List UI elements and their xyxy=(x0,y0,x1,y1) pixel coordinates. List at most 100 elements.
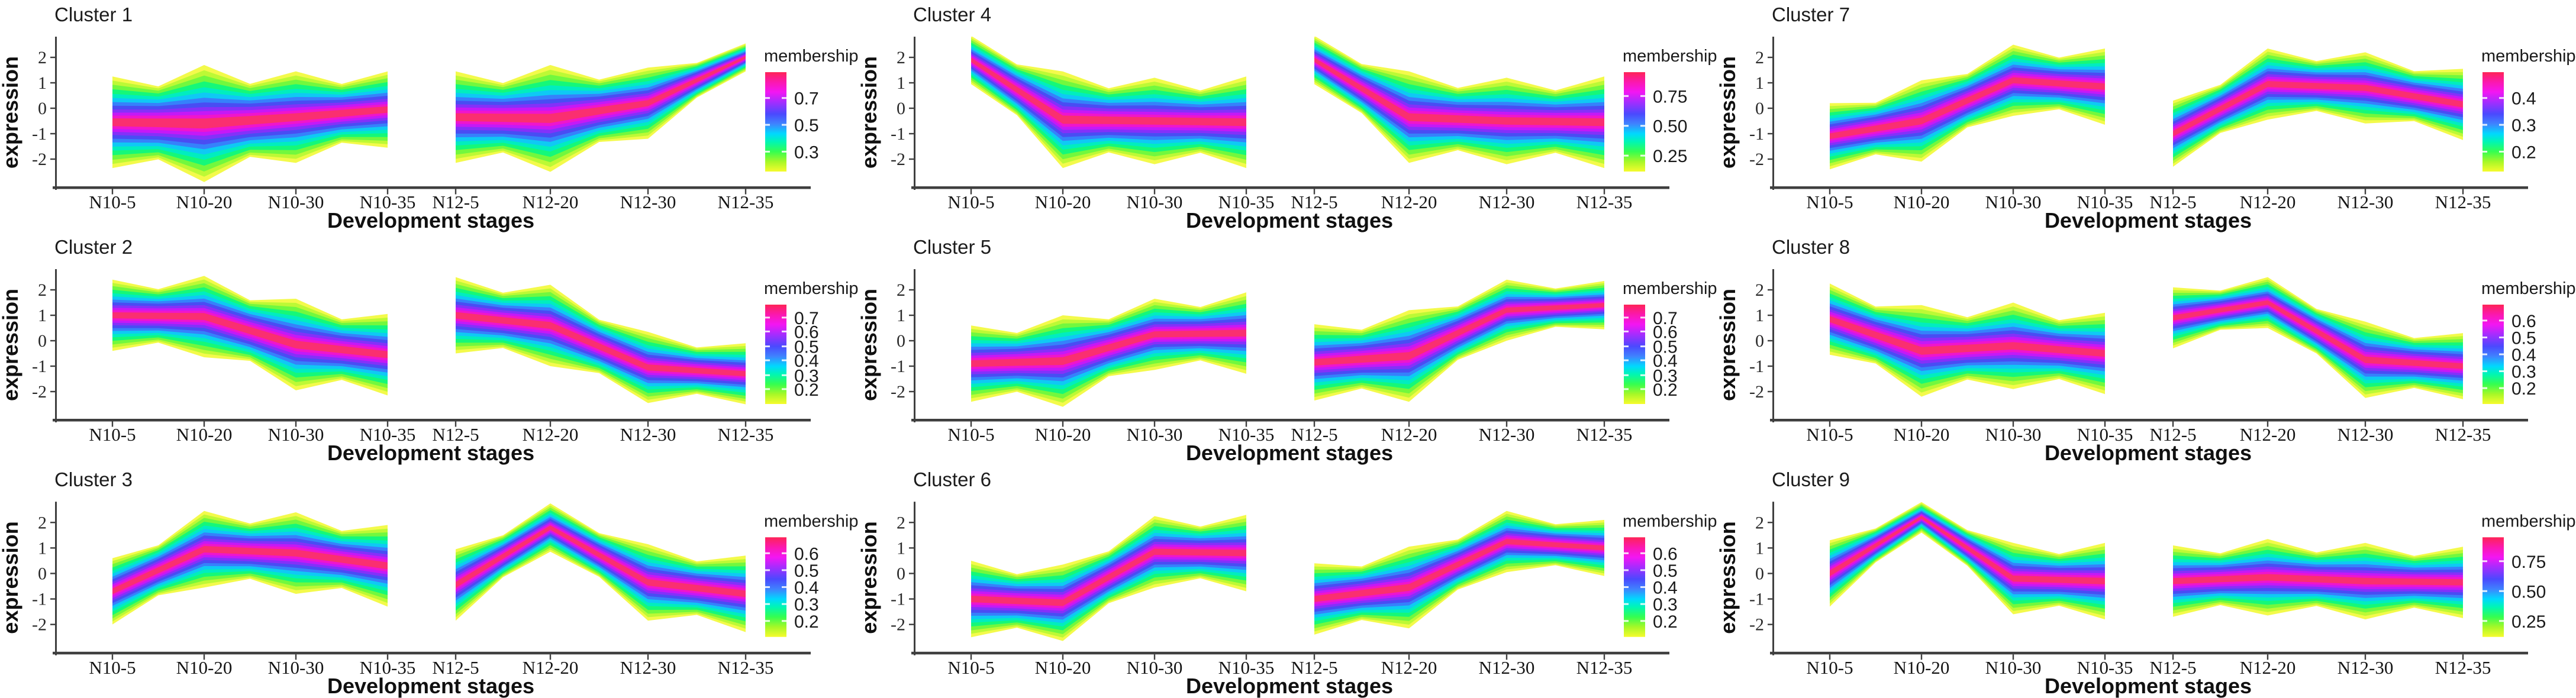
y-tick-label: 2 xyxy=(897,48,905,67)
legend-gradient-bar xyxy=(1624,305,1645,404)
legend-title: membership xyxy=(2481,512,2575,531)
y-tick-label: 1 xyxy=(897,73,905,93)
legend-tick-label: 0.5 xyxy=(794,116,819,135)
y-tick-label: -2 xyxy=(891,150,905,169)
legend-title: membership xyxy=(764,512,858,531)
y-tick-label: -1 xyxy=(1749,124,1764,144)
x-tick-label: N12-5 xyxy=(2149,424,2196,445)
y-tick-label: 0 xyxy=(1755,564,1764,583)
legend-tick-label: 0.2 xyxy=(794,612,819,632)
legend-tick-label: 0.25 xyxy=(1653,147,1687,166)
panel-cluster-7: 2 1 0 -1 -2 N10-5 N10-20 N10-30 N10-35 N12-5 N12-2… xyxy=(1717,0,2576,232)
y-axis-label: expression xyxy=(1717,289,1740,401)
y-tick-label: -2 xyxy=(32,150,47,169)
x-tick-label: N10-35 xyxy=(360,424,416,445)
cluster-plot-svg: 2 1 0 -1 -2 N10-5 N10-20 N10-30 N10-35 N12-5 N12-2… xyxy=(1717,469,2575,698)
y-tick-label: 1 xyxy=(38,538,47,558)
x-tick-label: N12-5 xyxy=(432,657,479,678)
y-tick-label: 1 xyxy=(897,306,905,325)
legend-title: membership xyxy=(1623,47,1717,66)
cluster-plot-svg: 2 1 0 -1 -2 N10-5 N10-20 N10-30 N10-35 N12-5 N12-2… xyxy=(859,469,1717,698)
y-tick-label: -1 xyxy=(891,357,905,376)
legend-tick-label: 0.75 xyxy=(1653,87,1687,106)
legend-tick-label: 0.3 xyxy=(2511,363,2536,382)
legend-tick-label: 0.2 xyxy=(2511,379,2536,399)
legend-tick-label: 0.50 xyxy=(2511,582,2546,602)
x-tick-label: N10-20 xyxy=(1035,192,1091,212)
x-tick-label: N12-35 xyxy=(718,192,774,212)
x-tick-label: N10-20 xyxy=(1894,657,1950,678)
expression-bands xyxy=(971,510,1604,641)
x-tick-label: N12-5 xyxy=(2149,192,2196,212)
y-axis-label: expression xyxy=(0,289,22,401)
x-tick-label: N10-5 xyxy=(1806,424,1853,445)
x-axis-label: Development stages xyxy=(2045,441,2252,465)
x-tick-label: N10-35 xyxy=(1218,657,1275,678)
x-tick-label: N12-20 xyxy=(1381,424,1437,445)
x-tick-label: N12-30 xyxy=(2338,424,2394,445)
legend-gradient-bar xyxy=(765,72,786,172)
legend-tick-label: 0.3 xyxy=(794,143,819,162)
y-axis-label: expression xyxy=(1717,521,1740,634)
legend-title: membership xyxy=(764,47,859,66)
x-tick-label: N12-30 xyxy=(620,657,676,678)
x-tick-label: N12-20 xyxy=(523,657,579,678)
cluster-plot-svg: 2 1 0 -1 -2 N10-5 N10-20 N10-30 N10-35 N12-5 N12-2… xyxy=(0,469,858,698)
legend-title: membership xyxy=(2481,279,2576,298)
y-axis-label: expression xyxy=(859,289,881,401)
x-tick-label: N10-20 xyxy=(1035,657,1091,678)
x-tick-label: N10-20 xyxy=(176,424,233,445)
x-tick-label: N10-35 xyxy=(360,657,416,678)
y-tick-label: 0 xyxy=(38,564,47,583)
x-tick-label: N10-20 xyxy=(1894,192,1950,212)
x-tick-label: N12-30 xyxy=(1479,657,1535,678)
panel-cluster-5: 2 1 0 -1 -2 N10-5 N10-20 N10-30 N10-35 N12-5 N12-2… xyxy=(859,232,1717,465)
y-tick-label: 2 xyxy=(1755,280,1764,300)
y-tick-label: -2 xyxy=(1749,615,1764,635)
x-tick-label: N12-20 xyxy=(523,192,579,212)
legend-gradient-bar xyxy=(765,305,786,404)
y-tick-label: 1 xyxy=(1755,538,1764,558)
y-tick-label: -1 xyxy=(1749,590,1764,609)
x-tick-label: N12-35 xyxy=(718,657,774,678)
legend-tick-label: 0.75 xyxy=(2511,552,2546,572)
x-axis-label: Development stages xyxy=(2045,674,2252,698)
y-tick-label: -1 xyxy=(32,590,47,609)
y-tick-label: 1 xyxy=(1755,73,1764,93)
x-tick-label: N12-35 xyxy=(2435,657,2491,678)
x-tick-label: N12-5 xyxy=(432,424,479,445)
expression-bands xyxy=(1830,277,2463,399)
legend-tick-label: 0.4 xyxy=(1653,579,1678,598)
x-tick-label: N12-20 xyxy=(1381,192,1437,212)
x-axis-label: Development stages xyxy=(1186,674,1393,698)
panel-title: Cluster 6 xyxy=(913,469,991,491)
y-tick-label: 0 xyxy=(38,99,47,118)
x-tick-label: N10-20 xyxy=(176,192,233,212)
expression-bands xyxy=(971,37,1604,169)
y-tick-label: -1 xyxy=(32,357,47,376)
x-axis-label: Development stages xyxy=(1186,441,1393,465)
legend-gradient-bar xyxy=(2482,72,2504,172)
x-tick-label: N10-35 xyxy=(360,192,416,212)
y-tick-label: -2 xyxy=(1749,150,1764,169)
x-tick-label: N10-5 xyxy=(947,424,994,445)
legend-tick-label: 0.4 xyxy=(794,579,819,598)
y-axis-label: expression xyxy=(1717,56,1740,169)
x-tick-label: N10-30 xyxy=(1127,192,1183,212)
cluster-plot-svg: 2 1 0 -1 -2 N10-5 N10-20 N10-30 N10-35 N12-5 N12-2… xyxy=(1717,4,2576,232)
panel-cluster-8: 2 1 0 -1 -2 N10-5 N10-20 N10-30 N10-35 N12-5 N12-2… xyxy=(1717,232,2576,465)
y-axis-label: expression xyxy=(859,521,881,634)
legend-tick-label: 0.6 xyxy=(1653,544,1678,564)
y-tick-label: 1 xyxy=(897,538,905,558)
x-tick-label: N10-35 xyxy=(1218,424,1275,445)
x-axis-label: Development stages xyxy=(2045,208,2252,232)
panel-cluster-3: 2 1 0 -1 -2 N10-5 N10-20 N10-30 N10-35 N12-5 N12-2… xyxy=(0,465,859,698)
legend-title: membership xyxy=(2481,47,2576,66)
y-tick-label: 0 xyxy=(897,564,905,583)
x-tick-label: N12-5 xyxy=(1291,424,1337,445)
x-tick-label: N12-20 xyxy=(2240,192,2296,212)
panel-cluster-9: 2 1 0 -1 -2 N10-5 N10-20 N10-30 N10-35 N12-5 N12-2… xyxy=(1717,465,2576,698)
y-tick-label: -1 xyxy=(891,590,905,609)
y-axis-label: expression xyxy=(0,56,22,169)
